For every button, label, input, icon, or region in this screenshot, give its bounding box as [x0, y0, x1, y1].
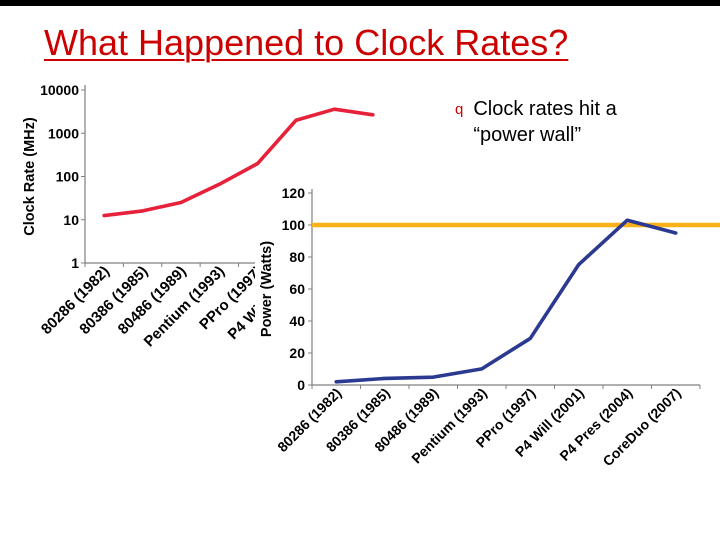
y-tick-label: 100 — [56, 169, 80, 185]
y-tick-label: 1 — [71, 255, 79, 271]
bullet-item: q Clock rates hit a “power wall” — [455, 96, 617, 148]
y-tick-label: 120 — [282, 185, 306, 201]
y-tick-label: 60 — [289, 281, 305, 297]
y-tick-label: 1000 — [48, 125, 79, 141]
bullet-line-2: “power wall” — [473, 124, 582, 146]
y-tick-label: 80 — [289, 249, 305, 265]
y-tick-label: 10000 — [40, 82, 79, 98]
bullet-text: Clock rates hit a “power wall” — [473, 96, 616, 148]
y-axis-title: Clock Rate (MHz) — [22, 117, 38, 236]
y-tick-label: 100 — [282, 217, 306, 233]
y-tick-label: 20 — [289, 345, 305, 361]
y-tick-label: 0 — [297, 377, 305, 393]
bullet-line-1: Clock rates hit a — [473, 98, 617, 120]
slide-top-border — [0, 0, 720, 6]
power-chart: 0 20 40 60 80 100 120 80286 (1982) 80386 (1985) 8… — [255, 185, 720, 515]
clock-series-line — [102, 107, 375, 218]
y-tick-label: 10 — [63, 212, 79, 228]
power-series-line — [334, 218, 678, 384]
y-tick-label: 40 — [289, 313, 305, 329]
bullet-marker-icon: q — [455, 101, 464, 118]
y-axis-title: Power (Watts) — [259, 241, 275, 337]
slide-title: What Happened to Clock Rates? — [44, 22, 569, 63]
